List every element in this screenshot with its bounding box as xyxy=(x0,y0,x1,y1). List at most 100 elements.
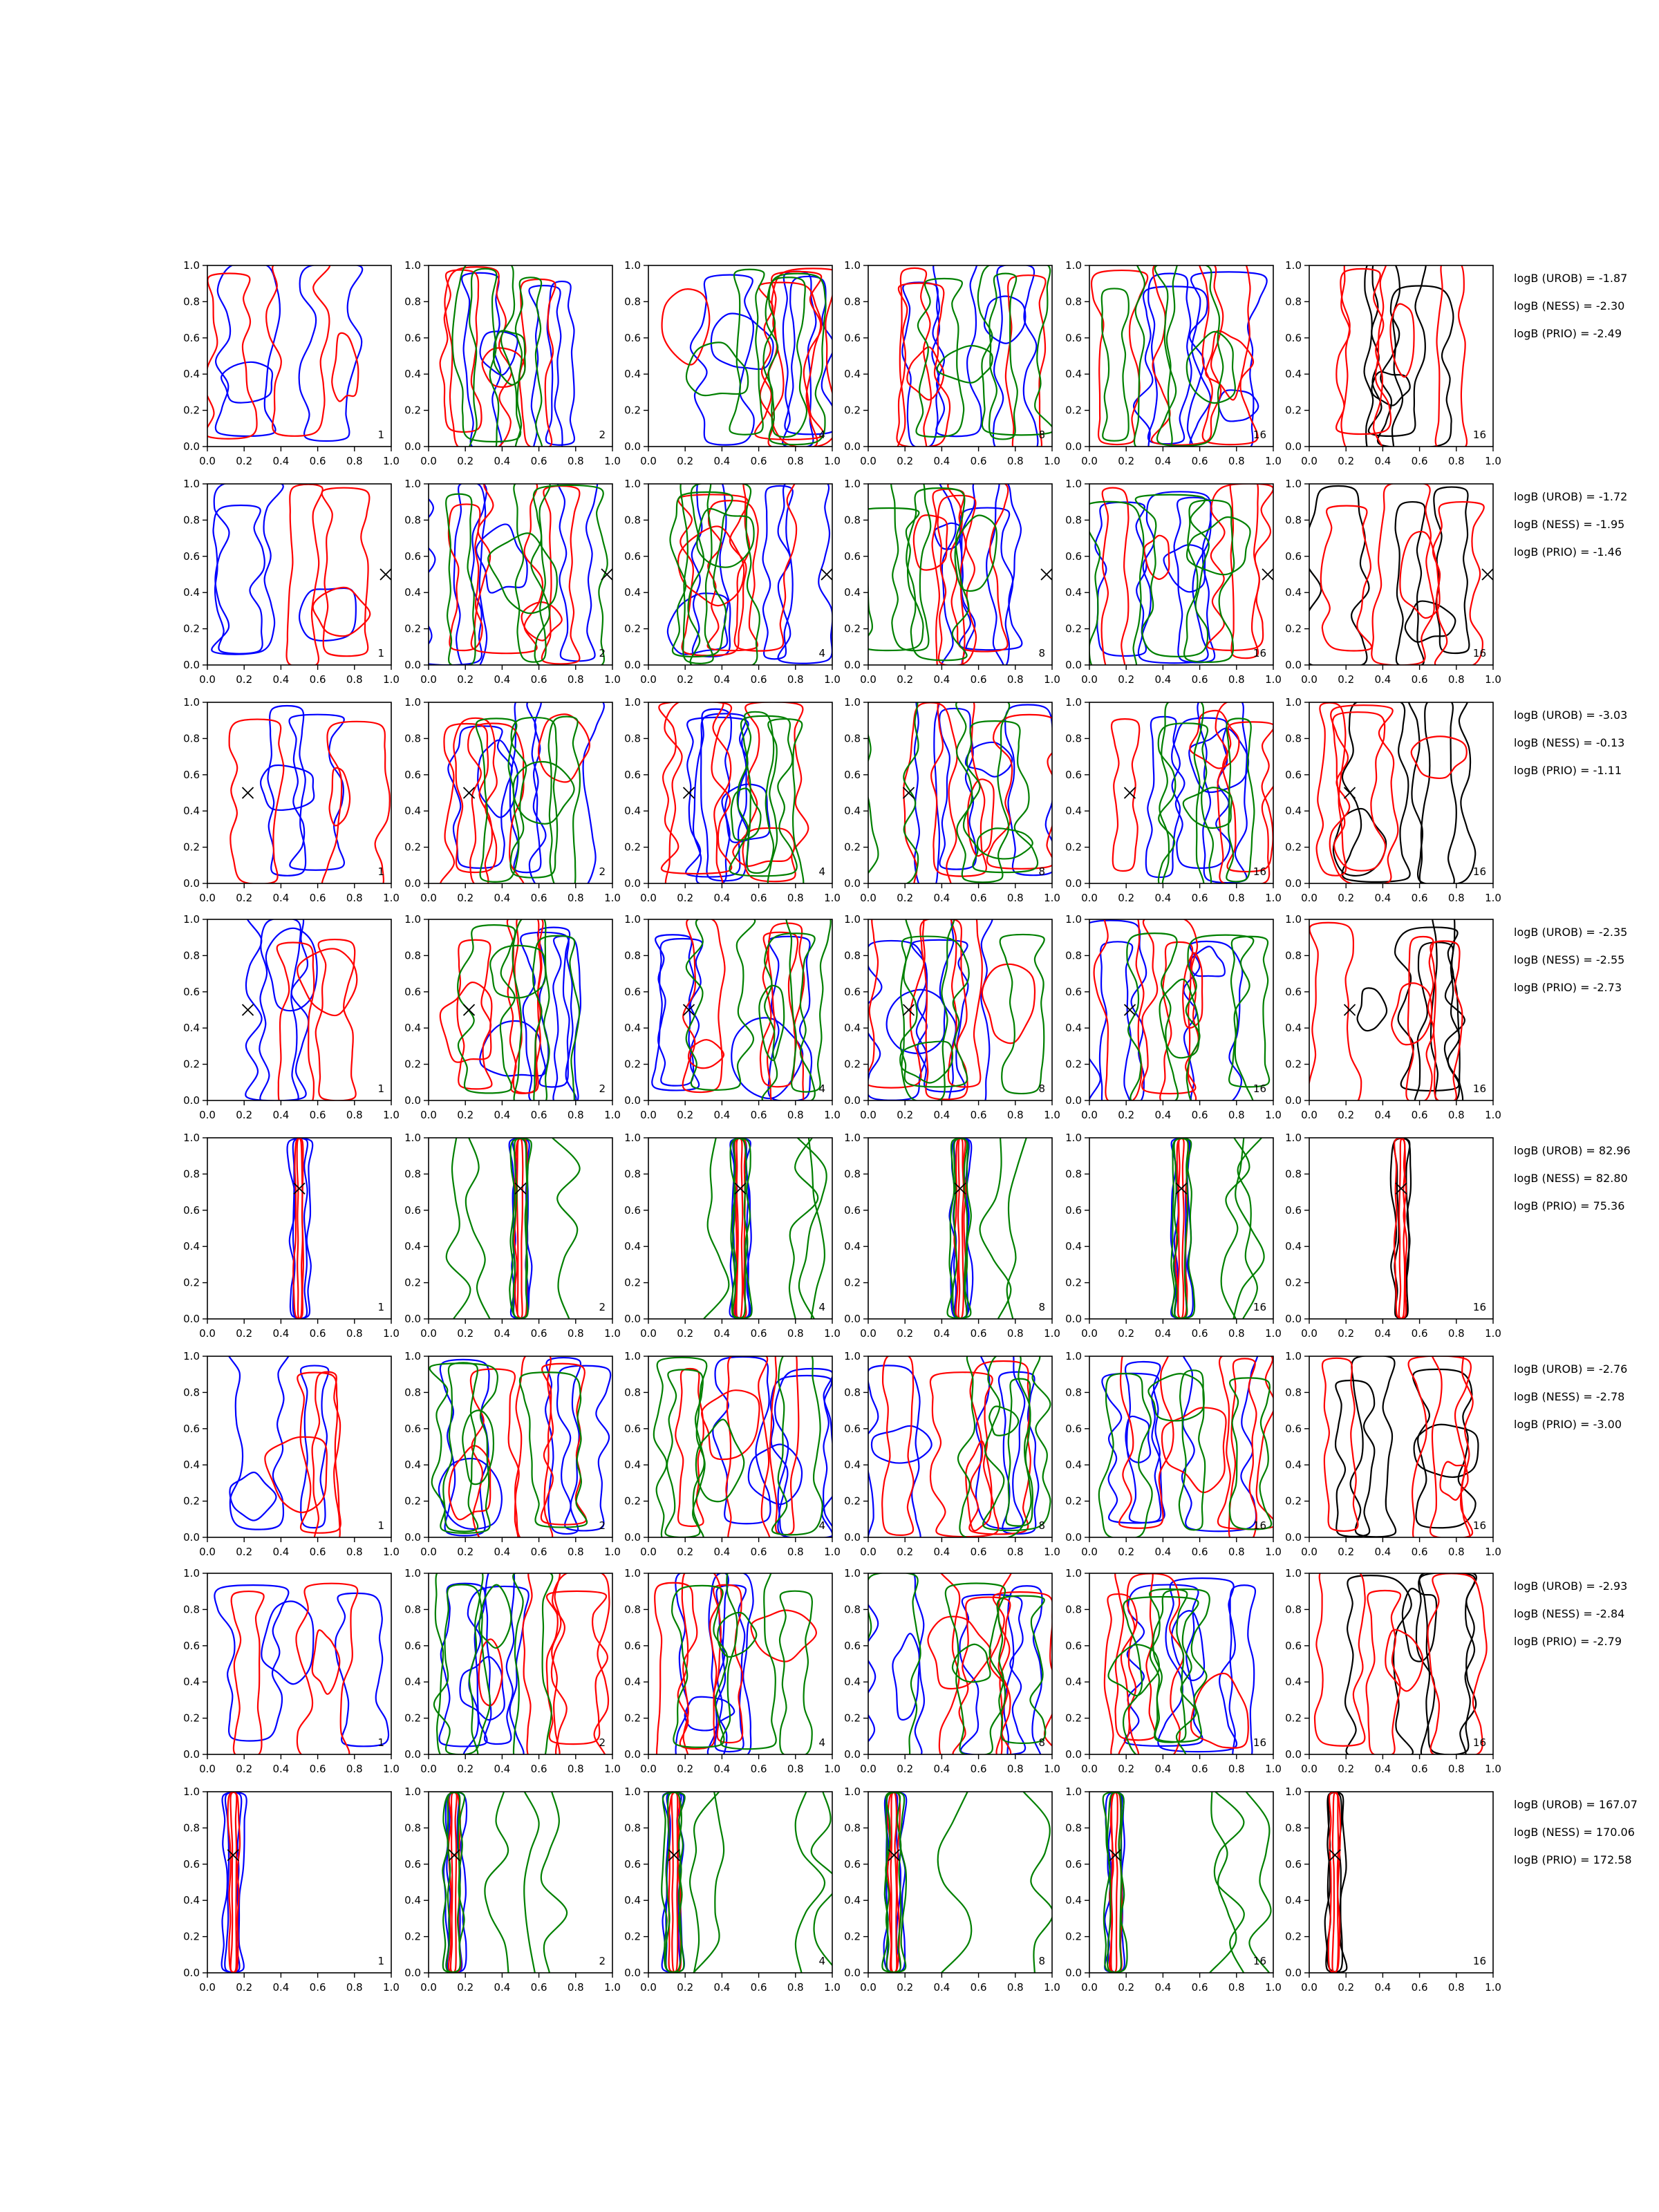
red-contour xyxy=(1114,1573,1156,1741)
x-tick-label: 0.6 xyxy=(531,892,547,904)
panel-sample-label: 16 xyxy=(1253,865,1266,878)
blue-contour xyxy=(1145,715,1181,879)
y-tick-label: 0.0 xyxy=(1285,1531,1302,1544)
red-contour xyxy=(1365,1589,1402,1754)
green-contour xyxy=(977,265,1052,436)
panel-sample-label: 4 xyxy=(818,1955,825,1967)
x-tick-label: 0.6 xyxy=(531,1327,547,1340)
green-contour xyxy=(944,1582,1006,1754)
axes-frame xyxy=(868,1137,1053,1320)
red-contour xyxy=(706,500,759,652)
y-tick-label: 0.8 xyxy=(1285,295,1302,308)
y-tick-label: 0.0 xyxy=(404,877,421,890)
true-parameter-marker xyxy=(734,1182,747,1194)
axes-frame xyxy=(648,1137,833,1320)
y-tick-label: 1.0 xyxy=(1285,478,1302,490)
y-tick-label: 0.8 xyxy=(1065,732,1082,744)
logB-annotation: logB (PRIO) = -2.79 xyxy=(1514,1635,1622,1648)
axes-frame xyxy=(648,265,833,447)
y-tick-label: 1.0 xyxy=(183,1132,200,1144)
x-tick-label: 0.0 xyxy=(1081,1763,1098,1775)
x-tick-label: 0.0 xyxy=(199,1109,216,1121)
green-contour xyxy=(765,272,827,446)
y-tick-label: 0.8 xyxy=(183,1386,200,1398)
y-tick-label: 0.0 xyxy=(404,1967,421,1979)
y-tick-label: 0.6 xyxy=(1065,1423,1082,1435)
red-contour xyxy=(654,1582,698,1754)
contour-lines xyxy=(946,1138,1027,1319)
red-contour xyxy=(297,1371,341,1534)
blue-contour xyxy=(885,1792,902,1973)
red-contour xyxy=(1103,1593,1140,1754)
contour-lines xyxy=(214,1582,390,1754)
contour-panel: 0.0 0.0 0.2 0.2 0.4 0.4 0.6 0.6 0.8 0.8 1.0 1.0 16 xyxy=(1065,1132,1282,1340)
axes-frame xyxy=(207,919,392,1101)
x-tick-label: 0.8 xyxy=(787,1109,804,1121)
green-contour xyxy=(509,1138,532,1319)
red-contour xyxy=(661,288,711,366)
x-tick-label: 0.8 xyxy=(568,892,584,904)
red-contour xyxy=(1407,1356,1472,1537)
x-tick-label: 0.2 xyxy=(1338,1109,1354,1121)
x-tick-label: 0.4 xyxy=(933,892,950,904)
blue-contour xyxy=(300,1365,330,1529)
panel-sample-label: 4 xyxy=(818,1301,825,1313)
green-contour xyxy=(661,1792,686,1973)
axes-frame xyxy=(1309,1791,1494,1974)
blue-contour xyxy=(335,1592,390,1747)
green-contour xyxy=(687,484,760,665)
red-contour xyxy=(1110,718,1141,872)
y-tick-label: 0.2 xyxy=(624,1277,641,1289)
y-tick-label: 0.4 xyxy=(183,586,200,599)
green-contour xyxy=(664,1369,705,1537)
x-tick-label: 0.4 xyxy=(272,1327,289,1340)
x-tick-label: 0.2 xyxy=(457,1981,474,1994)
green-contour xyxy=(988,1405,1020,1436)
x-tick-label: 0.8 xyxy=(787,1981,804,1994)
contour-panel: 0.0 0.0 0.2 0.2 0.4 0.4 0.6 0.6 0.8 0.8 1.0 1.0 16 xyxy=(1065,1567,1282,1775)
x-tick-label: 0.8 xyxy=(787,455,804,467)
contour-panel: 0.0 0.0 0.2 0.2 0.4 0.4 0.6 0.6 0.8 0.8 1.0 1.0 16 xyxy=(1285,1785,1501,1994)
y-tick-label: 0.8 xyxy=(404,1603,421,1615)
contour-lines xyxy=(1090,265,1268,447)
red-contour xyxy=(1315,702,1347,877)
green-contour xyxy=(1185,516,1251,576)
axes-frame xyxy=(1309,265,1494,447)
x-tick-label: 0.4 xyxy=(494,673,510,686)
green-contour xyxy=(868,1573,921,1754)
axes-frame xyxy=(1309,702,1494,884)
red-contour xyxy=(540,1362,587,1526)
y-tick-label: 0.8 xyxy=(1065,1386,1082,1398)
axes-frame xyxy=(207,1791,392,1974)
x-tick-label: 0.6 xyxy=(1412,1546,1428,1558)
y-tick-label: 0.0 xyxy=(624,1313,641,1325)
axes-frame xyxy=(1089,1573,1274,1755)
green-contour xyxy=(946,1138,972,1319)
panel-sample-label: 16 xyxy=(1473,1955,1486,1967)
x-tick-label: 0.8 xyxy=(1228,673,1245,686)
y-tick-label: 0.4 xyxy=(183,805,200,817)
y-tick-label: 0.6 xyxy=(844,1204,861,1217)
blue-contour xyxy=(939,484,1004,665)
axes-frame xyxy=(868,702,1053,884)
true-parameter-marker xyxy=(462,1004,476,1016)
contour-lines xyxy=(661,268,832,447)
green-contour xyxy=(688,1792,720,1973)
x-tick-label: 0.2 xyxy=(457,1109,474,1121)
red-contour xyxy=(265,265,331,437)
x-tick-label: 0.6 xyxy=(531,1981,547,1994)
contour-panel: 0.0 0.0 0.2 0.2 0.4 0.4 0.6 0.6 0.8 0.8 1.0 1.0 4 xyxy=(624,478,841,686)
panel-sample-label: 2 xyxy=(599,429,606,441)
contour-lines xyxy=(868,1573,1052,1754)
y-tick-label: 0.4 xyxy=(404,1676,421,1688)
x-tick-label: 0.8 xyxy=(1448,1763,1465,1775)
y-tick-label: 0.2 xyxy=(844,1495,861,1508)
y-tick-label: 1.0 xyxy=(183,478,200,490)
x-tick-label: 0.0 xyxy=(1081,673,1098,686)
y-tick-label: 0.8 xyxy=(624,732,641,744)
green-contour xyxy=(475,718,520,883)
x-tick-label: 0.6 xyxy=(531,455,547,467)
x-tick-label: 0.2 xyxy=(1338,1763,1354,1775)
x-tick-label: 0.6 xyxy=(1412,892,1428,904)
x-tick-label: 1.0 xyxy=(604,673,621,686)
